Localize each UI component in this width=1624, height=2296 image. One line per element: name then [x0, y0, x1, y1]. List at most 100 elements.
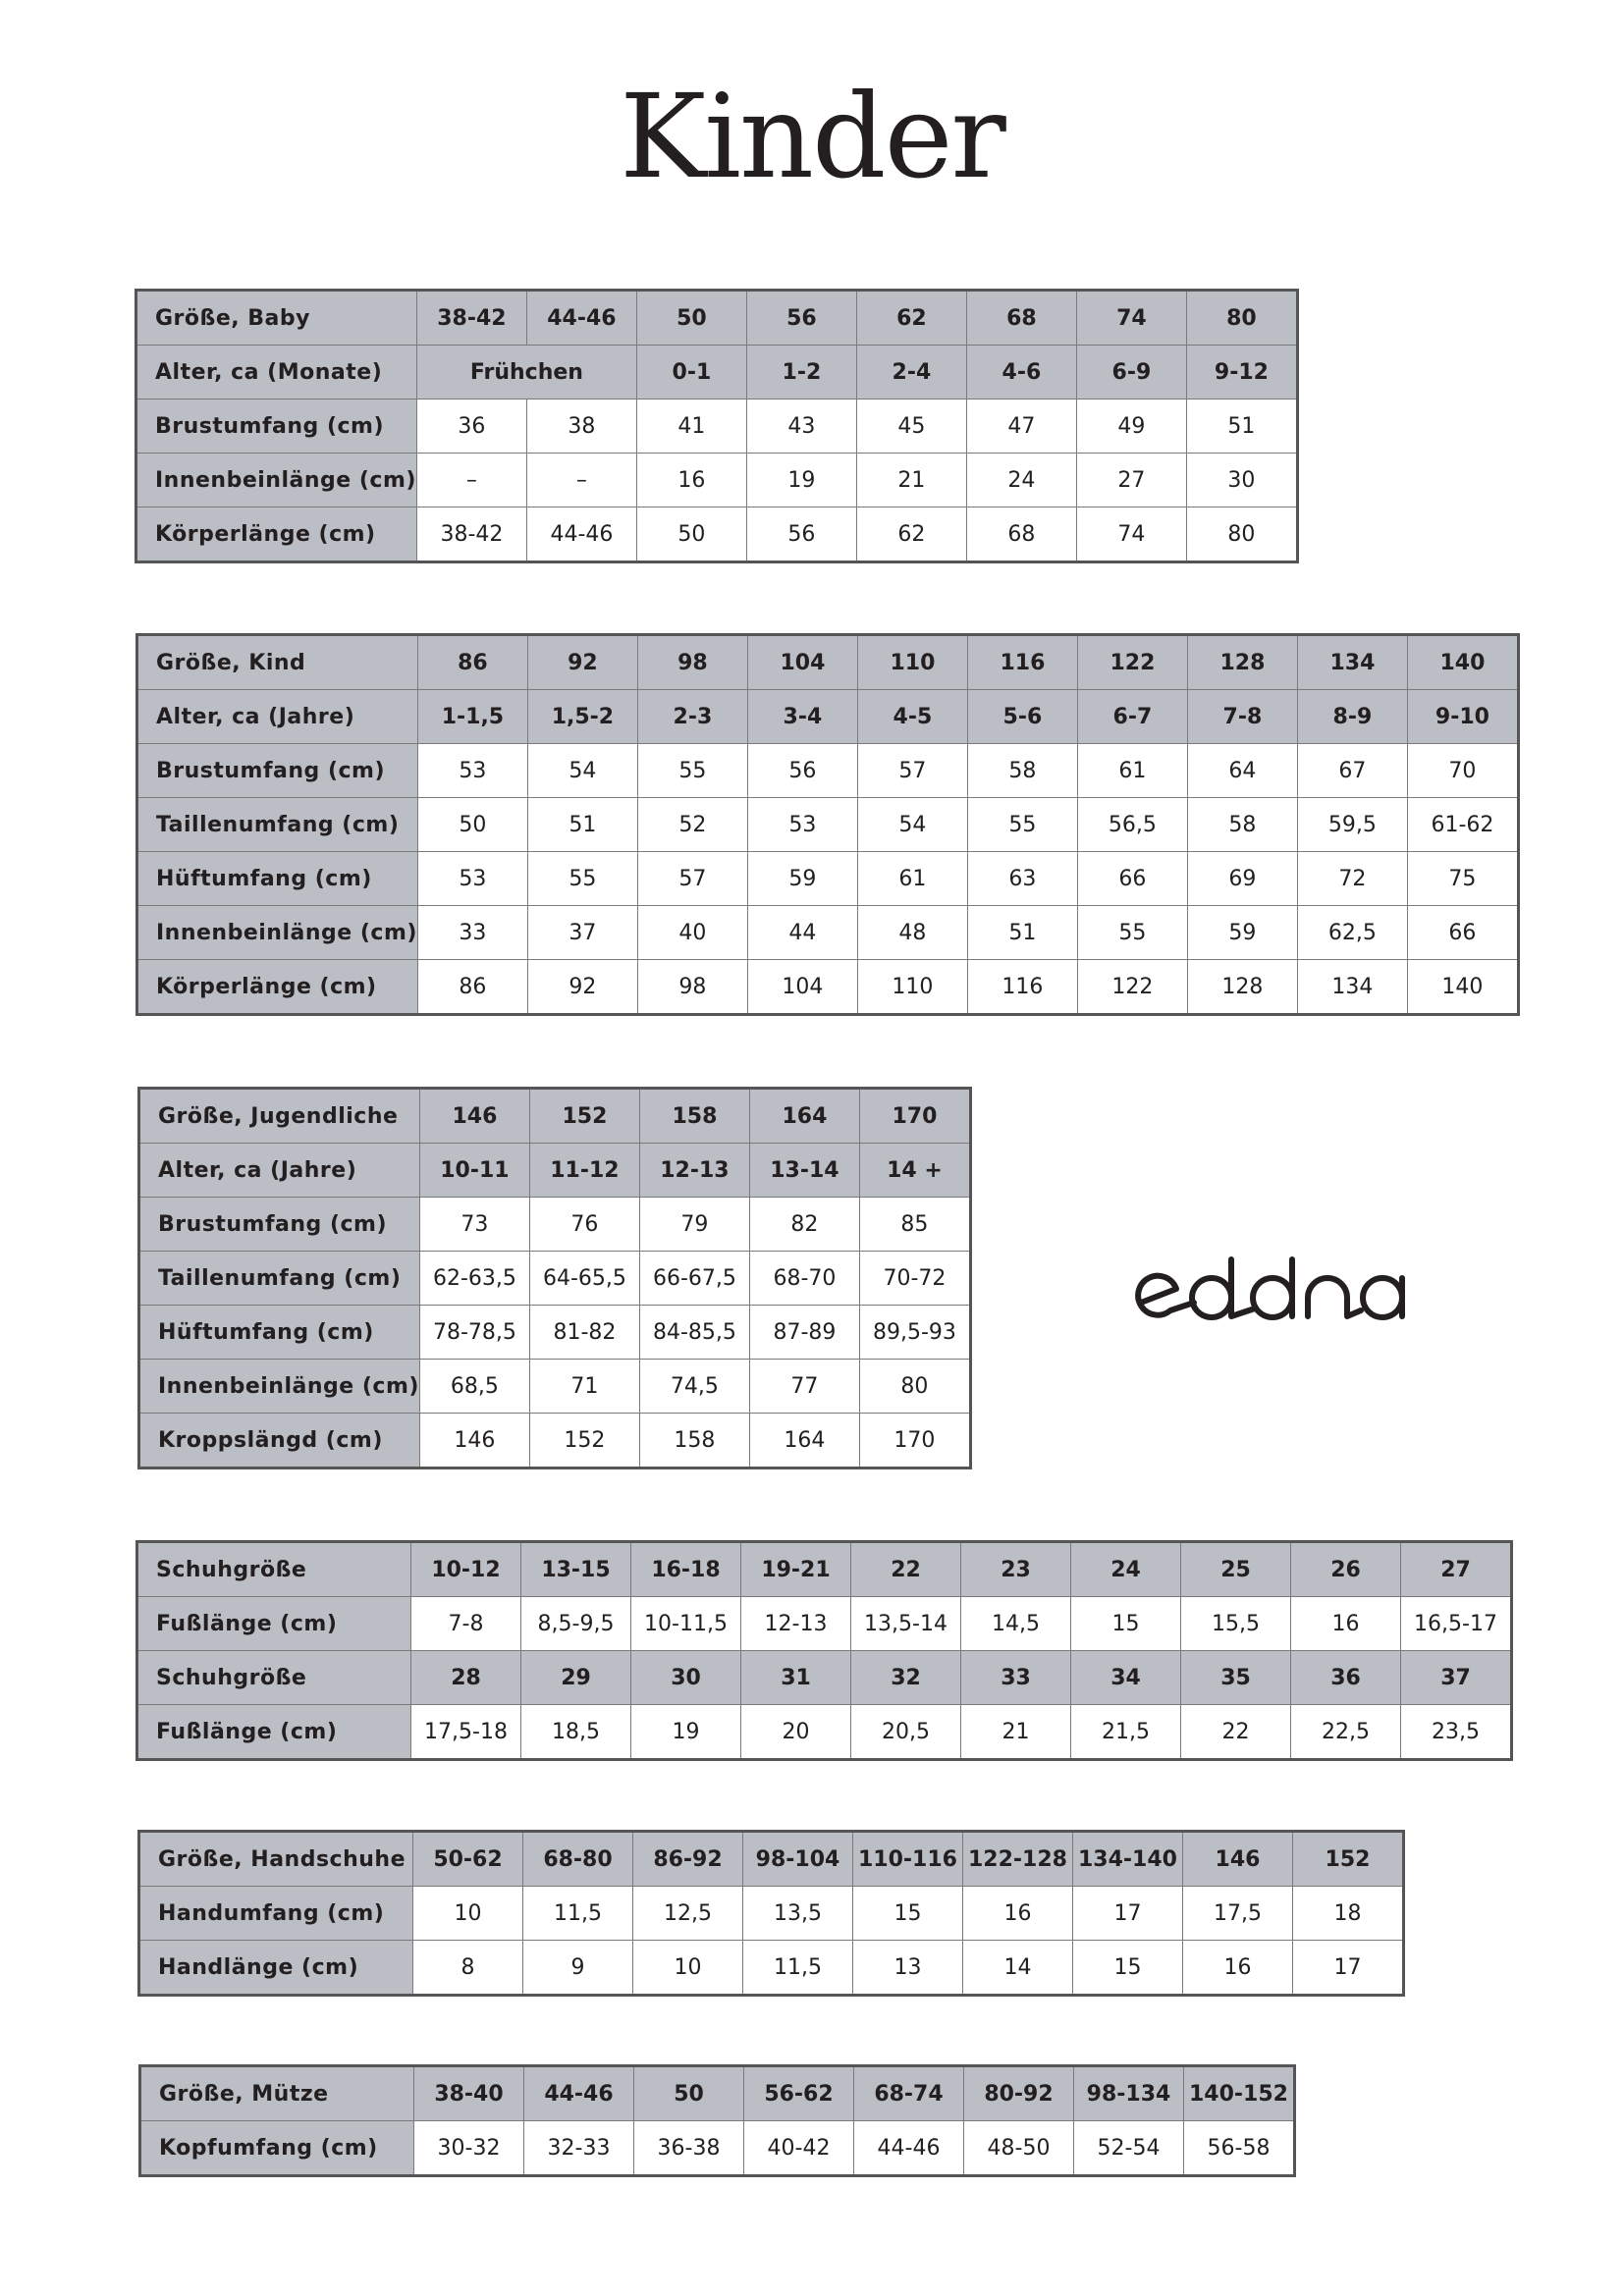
table-cell: 49: [1075, 399, 1187, 454]
table-cell: 134: [1296, 634, 1408, 690]
table-row: Innenbeinlänge (cm) 68,5 71 74,5 77 80: [138, 1359, 971, 1414]
table-cell: 44-46: [525, 290, 637, 346]
table-cell: 24: [1070, 1541, 1181, 1597]
table-cell: 86: [416, 959, 528, 1015]
table-cell: 44: [746, 905, 858, 960]
row-label: Größe, Baby: [135, 290, 417, 346]
table-cell: 16: [1182, 1940, 1293, 1996]
table-cell: 36-38: [633, 2120, 744, 2176]
table-cell: 68,5: [418, 1359, 530, 1414]
table-cell: 1,5-2: [526, 689, 638, 744]
table-cell: 13-14: [748, 1143, 860, 1198]
table-row: Brustumfang (cm) 36 38 41 43 45 47 49 51: [135, 399, 1298, 454]
table-cell: 56,5: [1076, 797, 1188, 852]
table-cell: 170: [858, 1413, 971, 1468]
table-cell: 80: [1185, 507, 1298, 562]
table-cell: 16: [635, 453, 747, 507]
row-label: Schuhgröße: [136, 1541, 411, 1597]
table-row: Körperlänge (cm) 38-42 44-46 50 56 62 68 74 80: [135, 507, 1298, 562]
table-cell: 50-62: [412, 1831, 523, 1887]
table-cell: 12-13: [740, 1596, 851, 1651]
table-cell: 87-89: [748, 1305, 860, 1360]
table-cell: 164: [748, 1413, 860, 1468]
row-label: Körperlänge (cm): [135, 507, 417, 562]
table-cell: 56: [745, 290, 857, 346]
table-cell: 128: [1186, 959, 1298, 1015]
table-cell: 104: [746, 634, 858, 690]
table-cell: 12-13: [638, 1143, 750, 1198]
table-cell: 68-74: [853, 2065, 964, 2121]
table-cell: 38: [525, 399, 637, 454]
table-cell: 146: [418, 1413, 530, 1468]
table-cell: 59,5: [1296, 797, 1408, 852]
table-cell: 6-7: [1076, 689, 1188, 744]
table-cell: 31: [740, 1650, 851, 1705]
row-label: Handumfang (cm): [138, 1886, 413, 1941]
table-cell: 69: [1186, 851, 1298, 906]
table-row: Körperlänge (cm) 86 92 98 104 110 116 122 128 134…: [136, 959, 1519, 1015]
row-label: Hüftumfang (cm): [136, 851, 418, 906]
table-cell: 12,5: [632, 1886, 743, 1941]
table-cell: 32: [850, 1650, 961, 1705]
table-cell: 78-78,5: [418, 1305, 530, 1360]
table-cell: 140: [1406, 959, 1519, 1015]
table-cell: 85: [858, 1197, 971, 1252]
table-cell: 51: [1185, 399, 1298, 454]
table-cell: 116: [966, 959, 1078, 1015]
row-label: Schuhgröße: [136, 1650, 411, 1705]
table-cell: 57: [856, 743, 968, 798]
table-cell: 61: [856, 851, 968, 906]
header-row: Alter, ca (Jahre) 1-1,5 1,5-2 2-3 3-4 4-5 5-6 6…: [136, 689, 1519, 744]
table-cell: 76: [528, 1197, 640, 1252]
table-cell: 48-50: [963, 2120, 1074, 2176]
table-cell: 21,5: [1070, 1704, 1181, 1760]
table-cell: 50: [416, 797, 528, 852]
table-cell: 68-80: [522, 1831, 633, 1887]
table-cell: 24: [965, 453, 1077, 507]
table-cell: 66-67,5: [638, 1251, 750, 1306]
table-cell: 152: [528, 1413, 640, 1468]
table-cell: 52: [636, 797, 748, 852]
table-cell: 22,5: [1290, 1704, 1401, 1760]
table-cell: 54: [856, 797, 968, 852]
table-cell: 47: [965, 399, 1077, 454]
table-cell: 53: [746, 797, 858, 852]
table-cell: 71: [528, 1359, 640, 1414]
table-cell: 21: [855, 453, 967, 507]
table-cell: 80-92: [963, 2065, 1074, 2121]
table-cell: 3-4: [746, 689, 858, 744]
table-cell: 164: [748, 1088, 860, 1144]
table-cell: 146: [1182, 1831, 1293, 1887]
row-label: Hüftumfang (cm): [138, 1305, 420, 1360]
table-cell: 64-65,5: [528, 1251, 640, 1306]
child-size-table: Größe, Kind 86 92 98 104 110 116 122 128 134 140 Al…: [135, 633, 1520, 1016]
table-row: Innenbeinlänge (cm) – –16 19 21 24 27 30: [135, 453, 1298, 507]
table-cell: 15: [852, 1886, 963, 1941]
table-cell: 170: [858, 1088, 971, 1144]
table-cell: 33: [960, 1650, 1071, 1705]
table-cell: 2-3: [636, 689, 748, 744]
table-cell: 70: [1406, 743, 1519, 798]
table-cell: 98-104: [742, 1831, 853, 1887]
table-cell: 2-4: [855, 345, 967, 400]
table-cell: 16,5-17: [1400, 1596, 1512, 1651]
row-label: Taillenumfang (cm): [138, 1251, 420, 1306]
table-cell: 122-128: [962, 1831, 1073, 1887]
table-cell: 66: [1076, 851, 1188, 906]
table-cell: 36: [1290, 1650, 1401, 1705]
table-cell: 11-12: [528, 1143, 640, 1198]
table-cell: 16: [962, 1886, 1073, 1941]
table-cell: 56: [746, 743, 858, 798]
table-cell: 30: [1185, 453, 1298, 507]
table-cell: 57: [636, 851, 748, 906]
table-cell: 35: [1180, 1650, 1291, 1705]
table-cell: 40: [636, 905, 748, 960]
table-cell: 5-6: [966, 689, 1078, 744]
table-row: Kroppslängd (cm) 146 152 158 164 170: [138, 1413, 971, 1468]
table-cell: 14: [962, 1940, 1073, 1996]
table-cell: 9: [522, 1940, 633, 1996]
table-cell: 44-46: [853, 2120, 964, 2176]
table-cell: 45: [855, 399, 967, 454]
table-cell: 52-54: [1073, 2120, 1184, 2176]
table-cell: 68-70: [748, 1251, 860, 1306]
